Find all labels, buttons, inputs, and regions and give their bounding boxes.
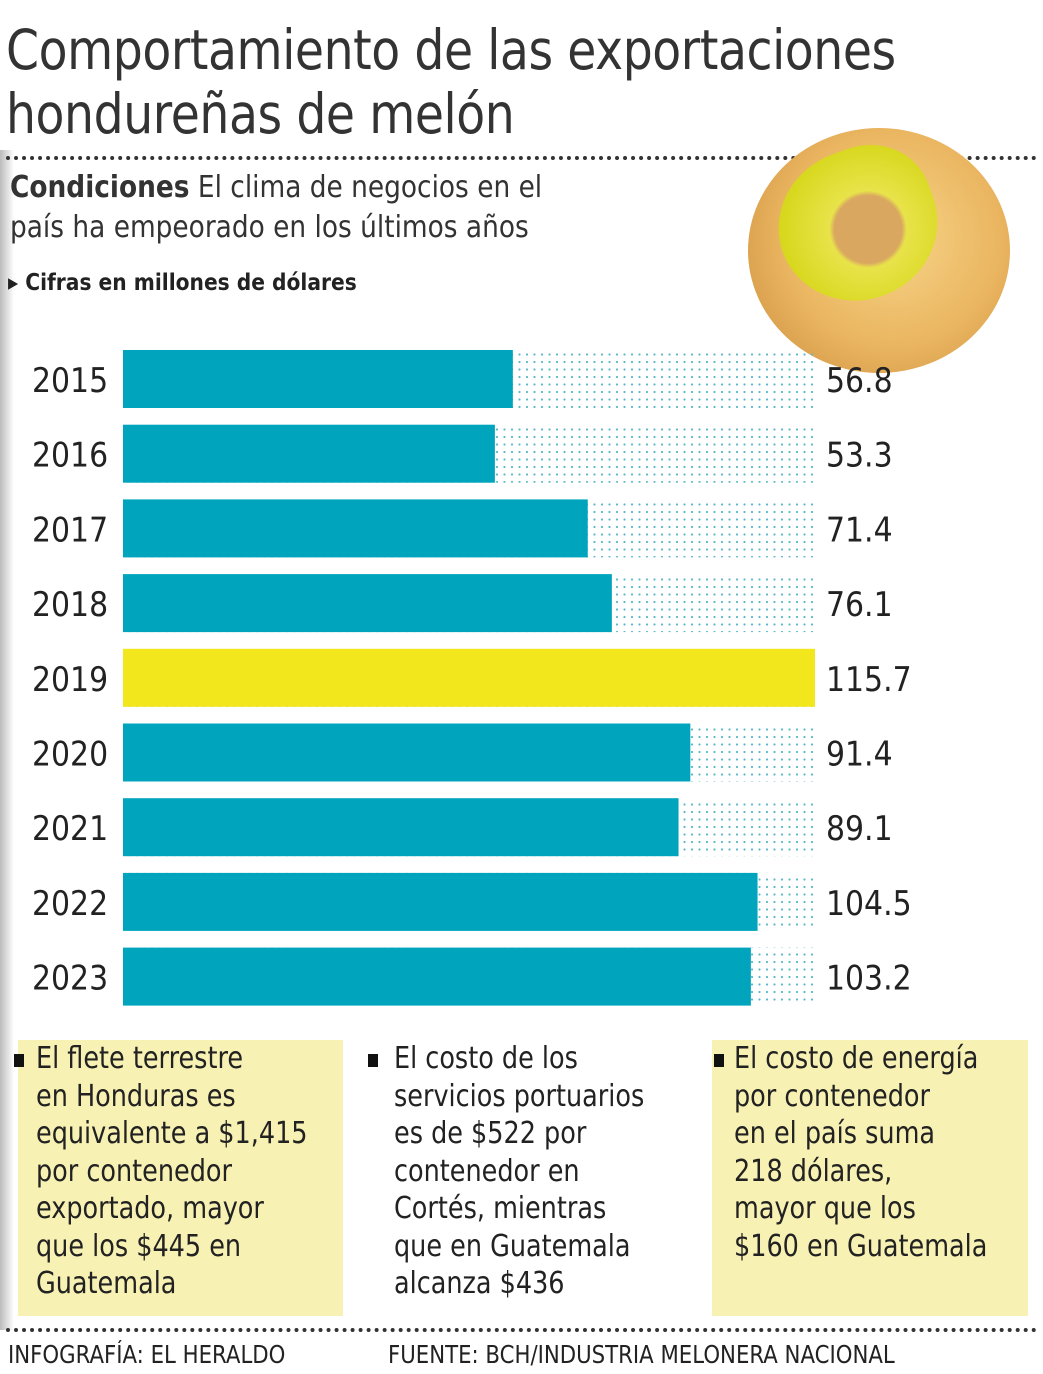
value-label: 104.5	[826, 883, 912, 923]
bar-2021	[123, 798, 679, 857]
note-box: El costo de los servicios portuarios es …	[358, 1040, 693, 1316]
unit-note: ▸ Cifras en millones de dólares	[8, 270, 357, 296]
credit: INFOGRAFÍA: EL HERALDO	[8, 1340, 286, 1369]
page-edge-shadow	[0, 150, 14, 1330]
value-label: 53.3	[826, 435, 893, 475]
bullet-icon	[14, 1054, 24, 1067]
category-label: 2020	[32, 734, 108, 774]
bullet-icon	[368, 1054, 378, 1067]
value-label: 56.8	[826, 360, 893, 400]
bar-2018	[123, 574, 612, 633]
bar-2022	[123, 872, 758, 931]
bar-2017	[123, 499, 588, 558]
category-label: 2022	[32, 883, 108, 923]
bar-chart: 2015 56.8 2016 53.3 2017 71.4 2018 76.1 2019 115.…	[32, 350, 912, 1006]
subtitle: Condiciones El clima de negocios en el pa…	[10, 168, 542, 248]
category-label: 2016	[32, 435, 108, 475]
value-label: 71.4	[826, 510, 893, 550]
note-text: El costo de energía por contenedor en el…	[734, 1041, 988, 1264]
value-label: 103.2	[826, 958, 912, 998]
divider	[6, 156, 1037, 160]
source: FUENTE: BCH/INDUSTRIA MELONERA NACIONAL	[388, 1340, 895, 1369]
value-label: 76.1	[826, 584, 893, 624]
divider	[6, 1328, 1037, 1332]
bar-2015	[123, 350, 513, 408]
category-label: 2023	[32, 958, 108, 998]
value-label: 91.4	[826, 734, 893, 774]
value-label: 115.7	[826, 659, 912, 699]
bar-2020	[123, 723, 691, 782]
category-label: 2018	[32, 584, 108, 624]
title-line: Comportamiento de las exportaciones	[6, 18, 896, 82]
note-box: El flete terrestre en Honduras es equiva…	[14, 1040, 343, 1316]
category-label: 2019	[32, 659, 108, 699]
note-text: El costo de los servicios portuarios es …	[394, 1041, 645, 1301]
subtitle-text: país ha empeorado en los últimos años	[10, 210, 529, 245]
category-label: 2021	[32, 808, 108, 848]
category-label: 2015	[32, 360, 108, 400]
bar-2023	[123, 947, 751, 1006]
value-label: 89.1	[826, 808, 893, 848]
category-label: 2017	[32, 510, 108, 550]
title-line: hondureñas de melón	[6, 82, 515, 146]
bar-2016	[123, 424, 495, 483]
melon-image	[748, 127, 1010, 373]
bar-2019	[123, 648, 815, 707]
title: Comportamiento de las exportaciones hondu…	[6, 18, 896, 146]
subtitle-bold: Condiciones	[10, 170, 190, 205]
unit-note-text: Cifras en millones de dólares	[25, 270, 357, 296]
note-text: El flete terrestre en Honduras es equiva…	[36, 1041, 308, 1301]
note-box: El costo de energía por contenedor en el…	[712, 1040, 1028, 1316]
bullet-icon	[714, 1054, 724, 1067]
subtitle-text: El clima de negocios en el	[189, 170, 543, 205]
